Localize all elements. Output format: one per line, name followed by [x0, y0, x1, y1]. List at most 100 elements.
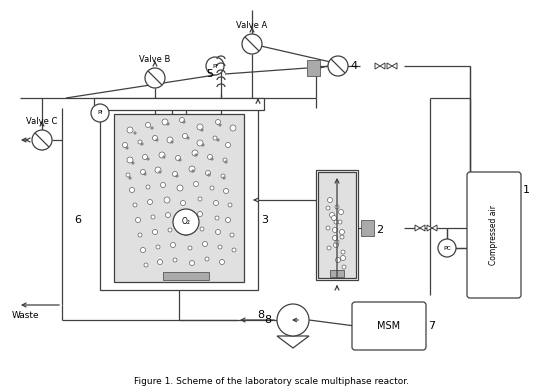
Circle shape [220, 259, 225, 264]
Circle shape [159, 152, 165, 158]
Circle shape [202, 241, 208, 246]
Text: Valve B: Valve B [140, 55, 171, 64]
Circle shape [226, 142, 230, 147]
Circle shape [277, 304, 309, 336]
FancyBboxPatch shape [352, 302, 426, 350]
Circle shape [126, 147, 128, 149]
Circle shape [147, 158, 149, 160]
Circle shape [145, 68, 165, 88]
Circle shape [144, 173, 146, 175]
Circle shape [333, 243, 339, 248]
Circle shape [187, 137, 189, 139]
Circle shape [180, 117, 184, 122]
Text: 6: 6 [75, 215, 82, 225]
Circle shape [327, 197, 333, 202]
Circle shape [177, 185, 183, 191]
Circle shape [133, 203, 137, 207]
Circle shape [153, 229, 157, 234]
Circle shape [129, 188, 135, 193]
Circle shape [328, 56, 348, 76]
Circle shape [183, 216, 187, 220]
Circle shape [189, 166, 195, 172]
Circle shape [162, 119, 168, 125]
Polygon shape [387, 63, 392, 69]
Text: 5: 5 [207, 69, 214, 79]
Polygon shape [432, 225, 437, 231]
Polygon shape [277, 336, 309, 348]
Circle shape [181, 200, 186, 206]
Text: MSM: MSM [378, 321, 400, 331]
Circle shape [228, 203, 232, 207]
Circle shape [197, 140, 203, 146]
Circle shape [146, 122, 150, 128]
Circle shape [134, 132, 136, 134]
Circle shape [176, 175, 179, 177]
Circle shape [223, 177, 225, 179]
Circle shape [192, 170, 194, 172]
Circle shape [131, 162, 134, 164]
Circle shape [208, 174, 210, 176]
Circle shape [230, 125, 236, 131]
Text: PI: PI [212, 64, 217, 69]
Circle shape [342, 265, 346, 269]
Circle shape [163, 156, 166, 158]
Circle shape [138, 140, 142, 144]
Circle shape [202, 144, 204, 146]
Circle shape [141, 170, 146, 174]
Polygon shape [380, 63, 385, 69]
Circle shape [182, 133, 188, 138]
Circle shape [217, 139, 219, 141]
Circle shape [192, 150, 198, 156]
Text: 4: 4 [351, 61, 358, 71]
Circle shape [170, 243, 175, 248]
Circle shape [214, 200, 219, 206]
Bar [318, 172, 356, 278]
Bar [361, 220, 374, 236]
Circle shape [91, 104, 109, 122]
Circle shape [340, 235, 344, 239]
Circle shape [129, 177, 131, 179]
Circle shape [340, 255, 346, 261]
Circle shape [164, 197, 170, 203]
Circle shape [168, 228, 172, 232]
Circle shape [32, 130, 52, 150]
Circle shape [195, 154, 197, 156]
Circle shape [122, 142, 128, 147]
Circle shape [126, 173, 130, 177]
Circle shape [159, 171, 161, 173]
Bar [307, 60, 320, 76]
Circle shape [156, 245, 160, 249]
Circle shape [200, 227, 204, 231]
Circle shape [210, 158, 213, 160]
Circle shape [141, 143, 143, 145]
Circle shape [151, 127, 153, 129]
Circle shape [173, 209, 199, 235]
Text: Valve A: Valve A [236, 21, 268, 30]
Circle shape [215, 216, 219, 220]
Circle shape [333, 236, 338, 241]
Circle shape [232, 248, 236, 252]
Text: 8: 8 [258, 310, 265, 320]
Circle shape [179, 159, 181, 161]
Circle shape [215, 119, 221, 124]
Circle shape [326, 226, 330, 230]
Circle shape [157, 259, 162, 264]
Circle shape [148, 200, 153, 204]
Text: 8: 8 [265, 315, 272, 325]
Circle shape [141, 248, 146, 252]
Circle shape [341, 250, 345, 254]
Circle shape [197, 124, 203, 130]
Circle shape [166, 213, 170, 218]
Circle shape [142, 154, 148, 160]
Bar [163, 272, 209, 280]
Text: Figure 1. Scheme of the laboratory scale multiphase reactor.: Figure 1. Scheme of the laboratory scale… [134, 378, 408, 386]
Text: O₂: O₂ [181, 218, 190, 227]
Circle shape [171, 141, 173, 143]
Text: Valve C: Valve C [27, 117, 58, 126]
Circle shape [198, 197, 202, 201]
Text: Compressed air: Compressed air [490, 205, 498, 265]
Circle shape [173, 172, 177, 177]
FancyBboxPatch shape [467, 172, 521, 298]
Text: 1: 1 [523, 185, 530, 195]
Circle shape [151, 215, 155, 219]
